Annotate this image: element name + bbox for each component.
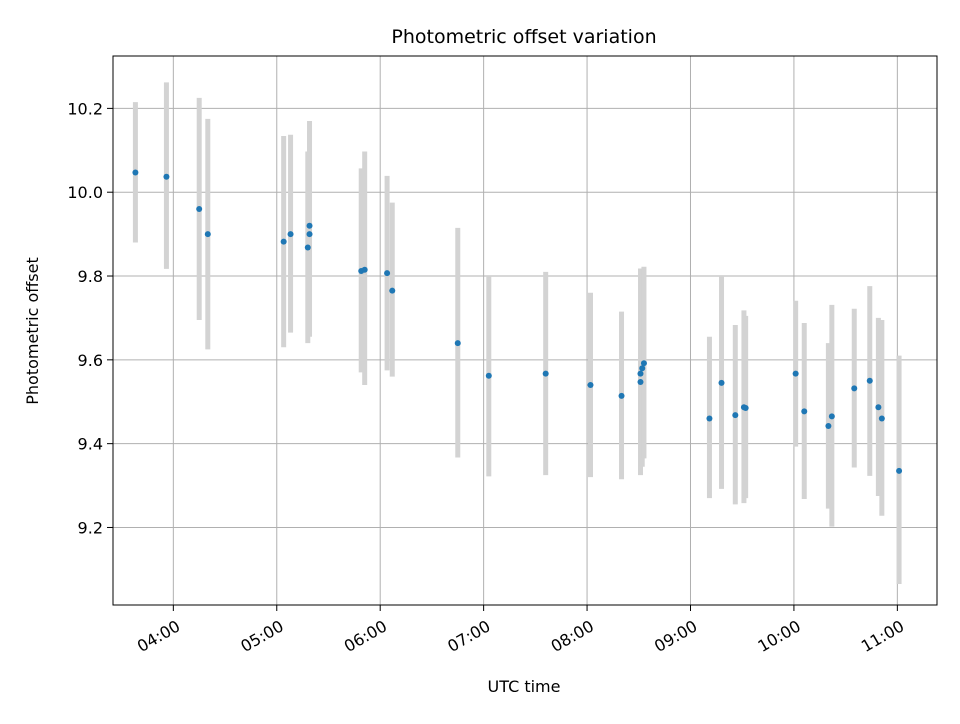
data-point (706, 415, 713, 422)
data-point (732, 412, 739, 419)
data-point (587, 381, 594, 388)
data-point (801, 408, 808, 415)
data-point (640, 360, 647, 367)
y-tick-label: 10.2 (67, 99, 103, 118)
x-axis-label: UTC time (488, 677, 561, 696)
data-point (542, 370, 549, 377)
data-point (825, 423, 832, 430)
chart-title: Photometric offset variation (391, 26, 656, 48)
data-point (866, 377, 873, 384)
data-point (639, 365, 646, 372)
y-tick-label: 9.4 (78, 435, 103, 454)
data-point (896, 467, 903, 474)
data-point (196, 205, 203, 212)
data-point (454, 340, 461, 347)
data-point (361, 266, 368, 273)
y-tick-label: 10.0 (67, 183, 103, 202)
data-point (304, 244, 311, 251)
data-point (828, 413, 835, 420)
data-point (306, 222, 313, 229)
data-point (485, 372, 492, 379)
data-point (204, 231, 211, 238)
data-point (851, 385, 858, 392)
data-points (132, 169, 903, 474)
data-point (389, 287, 396, 294)
y-tick-label: 9.6 (78, 351, 103, 370)
data-point (287, 231, 294, 238)
plot-frame (112, 55, 938, 606)
y-axis: 9.2 9.4 9.6 9.8 10.0 10.2 (67, 99, 113, 537)
data-point (875, 404, 882, 411)
data-point (618, 392, 625, 399)
data-point (718, 379, 725, 386)
data-point (792, 370, 799, 377)
data-point (878, 415, 885, 422)
data-point (742, 405, 749, 412)
data-point (637, 379, 644, 386)
y-tick-label: 9.8 (78, 267, 103, 286)
data-point (132, 169, 139, 176)
data-point (163, 173, 170, 180)
grid (113, 56, 937, 605)
data-point (280, 238, 287, 245)
data-point (637, 370, 644, 377)
data-point (384, 270, 391, 277)
data-point (306, 231, 313, 238)
y-tick-label: 9.2 (78, 518, 103, 537)
y-axis-label: Photometric offset (23, 257, 42, 405)
